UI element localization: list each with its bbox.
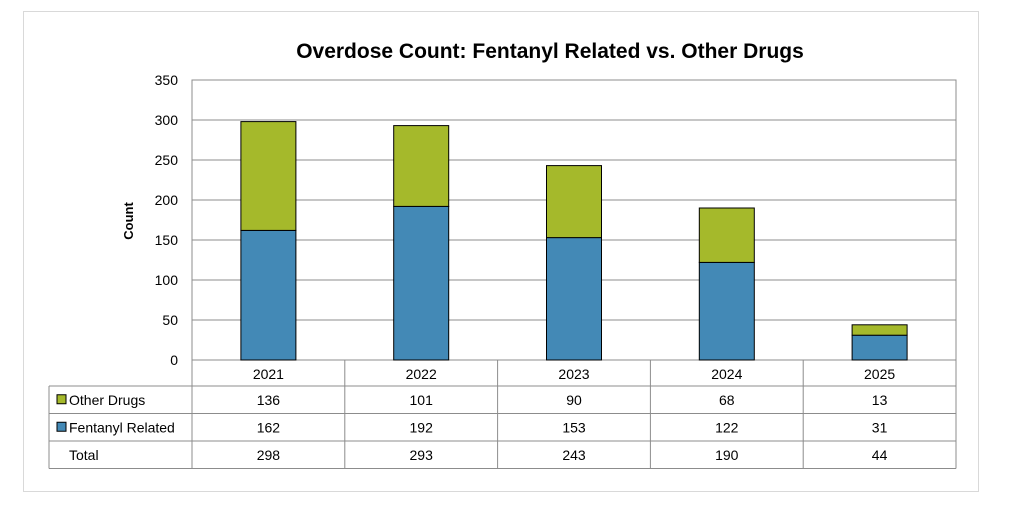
chart-frame: Overdose Count: Fentanyl Related vs. Oth… — [23, 11, 979, 492]
bar-fentanyl-related-2024 — [698, 261, 755, 361]
table-cell-value: 293 — [410, 447, 434, 463]
y-tick-label: 0 — [170, 352, 178, 368]
bar-other-drugs-2023 — [546, 165, 602, 239]
x-tick-label: 2025 — [864, 366, 895, 382]
y-tick-label: 250 — [155, 152, 179, 168]
bars-layer — [240, 121, 908, 361]
table-cell-value: 101 — [410, 392, 434, 408]
y-tick-label: 300 — [155, 112, 179, 128]
chart-title: Overdose Count: Fentanyl Related vs. Oth… — [296, 40, 804, 63]
x-tick-label: 2024 — [711, 366, 742, 382]
table-cell-value: 298 — [257, 447, 281, 463]
legend-swatch — [56, 421, 67, 432]
bar-other-drugs-2021 — [240, 121, 297, 231]
table-row-label: Other Drugs — [69, 392, 145, 408]
table-cell-value: 162 — [257, 419, 281, 435]
y-tick-label: 100 — [155, 272, 179, 288]
table-cell-value: 44 — [872, 447, 888, 463]
table-cell-value: 190 — [715, 447, 739, 463]
y-tick-label: 50 — [162, 312, 178, 328]
table-cell-value: 13 — [872, 392, 888, 408]
data-table: 2021 2022 2023 2024 2025 Other Drugs 136 101 90 6… — [48, 360, 957, 469]
y-tick-label: 150 — [155, 232, 179, 248]
bar-other-drugs-2025 — [851, 324, 908, 336]
bar-fentanyl-related-2021 — [240, 229, 297, 361]
y-tick-label: 200 — [155, 192, 179, 208]
x-tick-label: 2021 — [253, 366, 284, 382]
table-cell-value: 122 — [715, 419, 739, 435]
legend-swatch — [56, 394, 67, 405]
table-cell-value: 243 — [562, 447, 586, 463]
x-tick-label: 2023 — [558, 366, 589, 382]
table-cell-value: 192 — [410, 419, 434, 435]
bar-other-drugs-2022 — [393, 125, 450, 207]
bar-other-drugs-2024 — [698, 207, 755, 263]
table-cell-value: 90 — [566, 392, 582, 408]
y-axis-label: Count — [121, 202, 136, 240]
table-cell-value: 136 — [257, 392, 281, 408]
x-tick-label: 2022 — [406, 366, 437, 382]
bar-fentanyl-related-2023 — [546, 237, 602, 361]
y-tick-label: 350 — [155, 72, 179, 88]
bar-fentanyl-related-2025 — [851, 334, 908, 361]
table-cell-value: 153 — [562, 419, 586, 435]
bar-fentanyl-related-2022 — [393, 205, 450, 361]
table-cell-value: 68 — [719, 392, 735, 408]
table-row-label: Fentanyl Related — [69, 419, 175, 435]
table-cell-value: 31 — [872, 419, 888, 435]
chart-svg: Overdose Count: Fentanyl Related vs. Oth… — [48, 40, 957, 469]
table-row-label: Total — [69, 447, 99, 463]
